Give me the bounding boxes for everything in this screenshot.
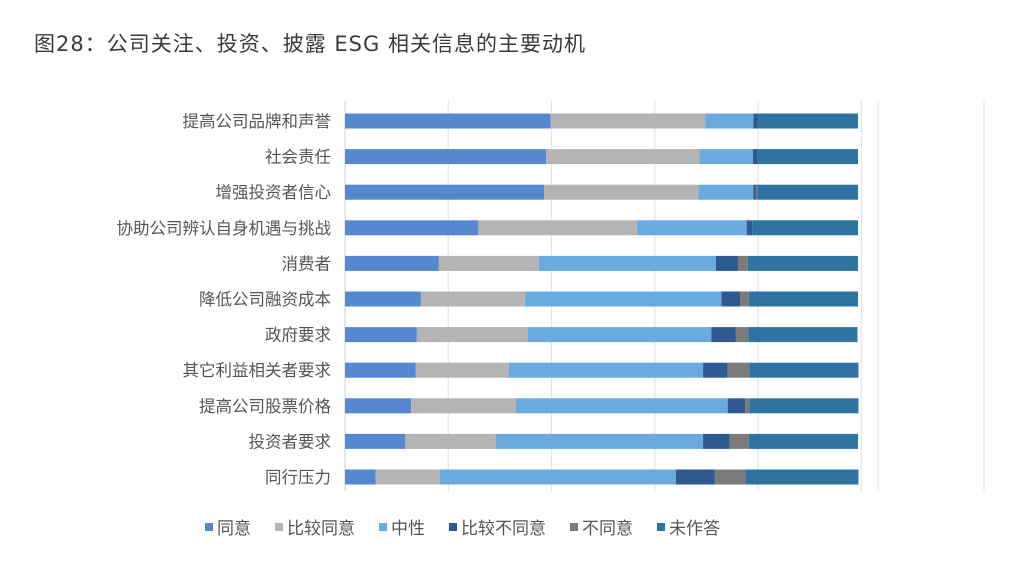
bar-segment bbox=[749, 362, 859, 378]
bar-segment bbox=[715, 255, 738, 271]
bar-segment bbox=[699, 149, 753, 165]
bar-segment bbox=[478, 220, 637, 236]
category-labels: 提高公司品牌和声誉社会责任增强投资者信心协助公司辨认自身机遇与挑战消费者降低公司… bbox=[117, 112, 332, 487]
bar-segment bbox=[698, 184, 754, 200]
category-label: 政府要求 bbox=[265, 326, 331, 345]
bar-segment bbox=[711, 327, 736, 343]
bar-segment bbox=[745, 469, 859, 485]
legend-item: 同意 bbox=[205, 514, 251, 539]
bar-segment bbox=[495, 433, 704, 449]
bar-segment bbox=[508, 362, 704, 378]
bar-segment bbox=[345, 469, 376, 485]
bar-segment bbox=[705, 113, 754, 129]
bar-segment bbox=[345, 362, 416, 378]
bar-segment bbox=[729, 433, 749, 449]
bar-segment bbox=[405, 433, 496, 449]
bar-segment bbox=[753, 113, 758, 129]
bar-segment bbox=[703, 433, 730, 449]
bar-segment bbox=[745, 398, 750, 414]
legend-label: 中性 bbox=[391, 519, 425, 539]
bar-segment bbox=[527, 327, 712, 343]
bar-segment bbox=[749, 398, 859, 414]
bar-segment bbox=[675, 469, 715, 485]
category-label: 协助公司辨认自身机遇与挑战 bbox=[117, 219, 332, 238]
category-label: 其它利益相关者要求 bbox=[183, 361, 332, 380]
bar-segment bbox=[415, 362, 509, 378]
bar-segment bbox=[546, 149, 700, 165]
legend-item: 比较同意 bbox=[275, 514, 355, 539]
bar-segment bbox=[757, 149, 858, 165]
bar-segment bbox=[753, 184, 756, 200]
bar-segment bbox=[727, 362, 750, 378]
bar-segment bbox=[748, 291, 858, 307]
bar-segment bbox=[703, 362, 728, 378]
legend-swatch bbox=[570, 522, 578, 531]
legend-swatch bbox=[657, 522, 665, 531]
category-label: 提高公司品牌和声誉 bbox=[183, 112, 332, 131]
bar-segment bbox=[550, 113, 706, 129]
bars bbox=[345, 113, 859, 485]
legend: 同意 比较同意 中性 比较不同意 不同意 未作答 bbox=[205, 514, 744, 539]
bar-segment bbox=[411, 398, 516, 414]
bar-segment bbox=[345, 220, 479, 236]
bar-segment bbox=[746, 220, 753, 236]
bar-segment bbox=[752, 220, 858, 236]
bar-segment bbox=[345, 433, 406, 449]
category-label: 降低公司融资成本 bbox=[199, 290, 331, 309]
bar-segment bbox=[515, 398, 728, 414]
legend-swatch bbox=[275, 522, 283, 531]
legend-item: 比较不同意 bbox=[449, 514, 546, 539]
bar-segment bbox=[748, 327, 858, 343]
bar-segment bbox=[757, 113, 858, 129]
category-label: 同行压力 bbox=[265, 468, 331, 487]
bar-segment bbox=[636, 220, 747, 236]
bar-segment bbox=[345, 149, 547, 165]
bar-segment bbox=[544, 184, 699, 200]
legend-label: 同意 bbox=[217, 519, 251, 539]
legend-item: 不同意 bbox=[570, 514, 633, 539]
bar-segment bbox=[757, 184, 858, 200]
legend-label: 比较同意 bbox=[287, 519, 355, 539]
legend-swatch bbox=[205, 522, 213, 531]
bar-segment bbox=[748, 433, 858, 449]
bar-segment bbox=[345, 291, 421, 307]
bar-segment bbox=[538, 255, 716, 271]
bar-segment bbox=[345, 398, 412, 414]
chart-title: 图28：公司关注、投资、披露 ESG 相关信息的主要动机 bbox=[34, 32, 586, 56]
category-label: 消费者 bbox=[282, 254, 332, 273]
bar-segment bbox=[752, 149, 758, 165]
legend-swatch bbox=[379, 522, 387, 531]
category-label: 投资者要求 bbox=[249, 432, 332, 451]
bar-segment bbox=[755, 184, 758, 200]
bar-segment bbox=[737, 255, 748, 271]
legend-item: 中性 bbox=[379, 514, 425, 539]
legend-label: 比较不同意 bbox=[461, 519, 546, 539]
bar-segment bbox=[345, 327, 417, 343]
category-label: 社会责任 bbox=[265, 148, 331, 167]
legend-label: 不同意 bbox=[582, 519, 633, 539]
bar-segment bbox=[721, 291, 741, 307]
bar-segment bbox=[727, 398, 746, 414]
bar-segment bbox=[345, 184, 545, 200]
bar-segment bbox=[439, 469, 676, 485]
bar-segment bbox=[740, 291, 749, 307]
bar-segment bbox=[438, 255, 539, 271]
bar-segment bbox=[345, 113, 551, 129]
bar-segment bbox=[525, 291, 722, 307]
bar-segment bbox=[735, 327, 749, 343]
bar-segment bbox=[747, 255, 858, 271]
category-label: 提高公司股票价格 bbox=[199, 397, 332, 416]
legend-swatch bbox=[449, 522, 457, 531]
bar-segment bbox=[416, 327, 528, 343]
legend-item: 未作答 bbox=[657, 514, 720, 539]
legend-label: 未作答 bbox=[669, 519, 720, 539]
bar-segment bbox=[420, 291, 526, 307]
bar-segment bbox=[714, 469, 746, 485]
bar-segment bbox=[345, 255, 439, 271]
bar-segment bbox=[375, 469, 440, 485]
category-label: 增强投资者信心 bbox=[216, 183, 332, 202]
